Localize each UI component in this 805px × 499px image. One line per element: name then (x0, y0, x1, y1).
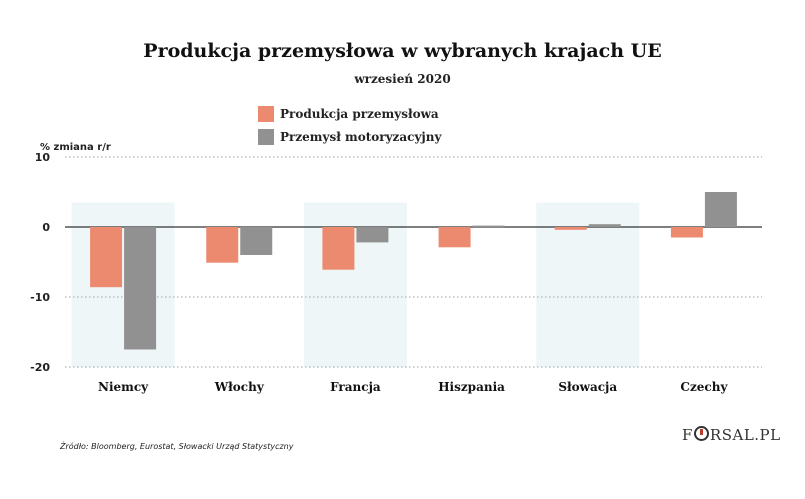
y-tick-label--20: -20 (30, 361, 50, 374)
bar-automotive-francja (356, 227, 389, 243)
x-category-label-3: Hiszpania (438, 380, 505, 394)
x-category-label-5: Czechy (680, 380, 728, 394)
bar-automotive-niemcy (124, 227, 157, 350)
bar-production-niemcy (90, 227, 123, 288)
x-category-label-4: Słowacja (558, 380, 617, 394)
logo-o-icon (693, 426, 709, 441)
highlight-band-0 (71, 202, 175, 367)
bar-automotive-włochy (240, 227, 273, 255)
legend: Produkcja przemysłowa Przemysł motoryzac… (258, 104, 441, 150)
bar-automotive-hiszpania (472, 225, 505, 228)
legend-item-automotive: Przemysł motoryzacyjny (258, 127, 441, 147)
y-tick-label-0: 0 (42, 221, 50, 234)
legend-label-automotive: Przemysł motoryzacyjny (280, 130, 442, 144)
bar-production-czechy (670, 227, 703, 238)
y-tick-label-10: 10 (35, 151, 51, 164)
highlight-band-4 (536, 202, 640, 367)
forsal-logo: F RSAL.PL (682, 426, 781, 444)
highlight-band-2 (303, 202, 407, 367)
bar-production-słowacja (554, 227, 587, 230)
logo-suffix: RSAL.PL (709, 426, 781, 444)
x-category-label-1: Włochy (214, 380, 265, 394)
legend-item-production: Produkcja przemysłowa (258, 104, 441, 124)
chart-title: Produkcja przemysłowa w wybranych krajac… (143, 40, 662, 62)
x-category-label-0: Niemcy (98, 380, 149, 394)
logo-prefix: F (682, 426, 693, 444)
chart-subtitle: wrzesień 2020 (354, 72, 451, 86)
y-axis-label: % zmiana r/r (40, 142, 111, 153)
bar-automotive-słowacja (588, 224, 621, 227)
source-note: Źródło: Bloomberg, Eurostat, Słowacki Ur… (60, 442, 294, 451)
bar-production-włochy (206, 227, 239, 263)
legend-swatch-automotive (258, 129, 274, 145)
y-tick-label--10: -10 (30, 291, 50, 304)
legend-swatch-production (258, 106, 274, 122)
bar-automotive-czechy (704, 192, 737, 227)
bar-production-hiszpania (438, 227, 471, 248)
bar-production-francja (322, 227, 355, 270)
x-category-label-2: Francja (330, 380, 381, 394)
legend-label-production: Produkcja przemysłowa (280, 107, 439, 121)
